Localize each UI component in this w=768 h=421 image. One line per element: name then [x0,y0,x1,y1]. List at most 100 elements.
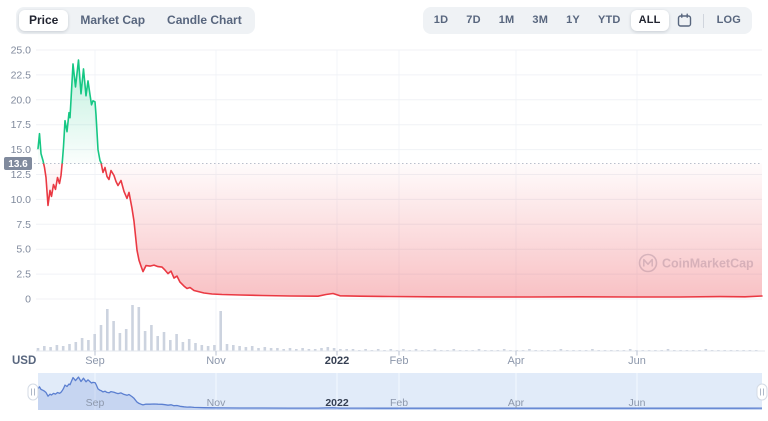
minimap-line [38,376,762,409]
volume-bar [502,349,506,351]
y-axis: 25.0 22.5 20.0 17.5 15.0 12.5 10.0 7.5 5.0 2.5 0 [11,45,32,306]
volume-bar [106,309,109,351]
volume-bar [477,349,481,351]
range-ytd[interactable]: YTD [597,14,621,26]
tab-market-cap[interactable]: Market Cap [80,13,146,27]
volume-bar [345,349,348,351]
toolbar-divider [702,13,704,28]
volume-bar [206,346,210,351]
y-axis-label: 7.5 [16,219,31,231]
y-axis-label: 17.5 [11,119,32,131]
volume-bar [169,340,172,351]
volume-bar [219,311,222,351]
y-axis-label: 12.5 [11,169,32,181]
volume-bar [263,347,267,351]
volume-bar [143,331,147,351]
volume-bar [628,349,632,351]
volume-bar [194,343,197,351]
minimap-axis-label: 2022 [325,397,349,409]
volume-bar [257,348,260,351]
price-line-up [37,59,103,164]
minimap-axis-label: Apr [508,397,525,409]
brush-handle-right[interactable] [756,383,768,401]
current-price-badge: 13.6 [4,157,32,171]
volume-bar [93,334,96,351]
volume-bar [452,349,456,351]
volume-bar [225,344,229,351]
svg-text:13.6: 13.6 [8,159,28,170]
y-axis-label: 15.0 [11,144,32,156]
x-axis-label: 2022 [325,355,349,367]
volume-bar [181,342,185,351]
volume-bar [326,347,330,351]
y-axis-label: 5.0 [16,244,31,256]
volume-bar [61,346,65,351]
volume-bar [339,349,342,351]
range-1y[interactable]: 1Y [566,14,580,26]
volume-bar [320,348,323,351]
chart-toolbar: Price Market Cap Candle Chart 1D 7D 1M 3M 1Y YT… [0,7,768,35]
volume-bar [433,349,437,351]
volume-bar [301,348,304,351]
y-axis-label: 0 [25,294,31,306]
y-axis-label: 10.0 [11,194,32,206]
log-scale-toggle[interactable]: LOG [716,14,741,26]
volume-bar [376,349,380,351]
volume-bar [232,345,235,351]
brush-handle-left[interactable] [27,383,39,401]
volume-bar [402,349,405,351]
range-1m[interactable]: 1M [498,14,515,26]
minimap-axis-label: Jun [629,397,646,409]
x-axis: Sep Nov 2022 Feb Apr Jun USD [12,350,765,367]
x-axis-label: Nov [206,355,226,367]
tab-price[interactable]: Price [19,10,69,31]
volume-bar [295,349,298,351]
range-3m[interactable]: 3M [532,14,549,26]
volume-bar [36,348,40,351]
volume-bar [250,346,254,351]
volume-bar [200,345,204,351]
volume-bar [68,344,71,351]
volume-bar [332,348,336,351]
volume-bar [559,349,563,351]
tab-candle-chart[interactable]: Candle Chart [167,13,242,27]
minimap-area [38,377,762,410]
minimap-axis-label: Nov [207,397,226,409]
range-all[interactable]: ALL [630,10,669,31]
volume-bar [238,346,241,351]
volume-bar [99,325,103,351]
x-axis-label: Sep [85,355,105,367]
volume-bar [244,347,248,351]
volume-bar [137,307,141,351]
volume-bar [49,347,52,351]
volume-bar [282,349,285,351]
volume-bar [269,348,273,351]
volume-bar [414,349,418,351]
volume-bar [313,349,317,351]
volume-bar [351,349,355,351]
price-series[interactable] [37,59,763,298]
price-line-down [42,163,763,298]
volume-bar [43,346,46,351]
volume-bar [591,349,594,351]
volume-bar [150,325,153,351]
range-1d[interactable]: 1D [433,14,449,26]
range-7d[interactable]: 7D [466,14,481,26]
volume-bar [80,338,84,351]
calendar-icon[interactable] [671,10,698,31]
price-area-below [43,163,762,297]
volume-bar [118,333,122,351]
volume-bar [156,336,159,351]
unit-label: USD [12,355,36,367]
volume-bar [276,348,279,351]
volume-series [36,305,758,351]
volume-bar [131,305,134,351]
y-axis-label: 2.5 [16,269,31,281]
volume-bar [124,329,128,351]
volume-bar [704,349,708,351]
volume-bar [87,340,90,351]
volume-bar [55,345,59,351]
chart-type-tabs: Price Market Cap Candle Chart [16,7,255,34]
